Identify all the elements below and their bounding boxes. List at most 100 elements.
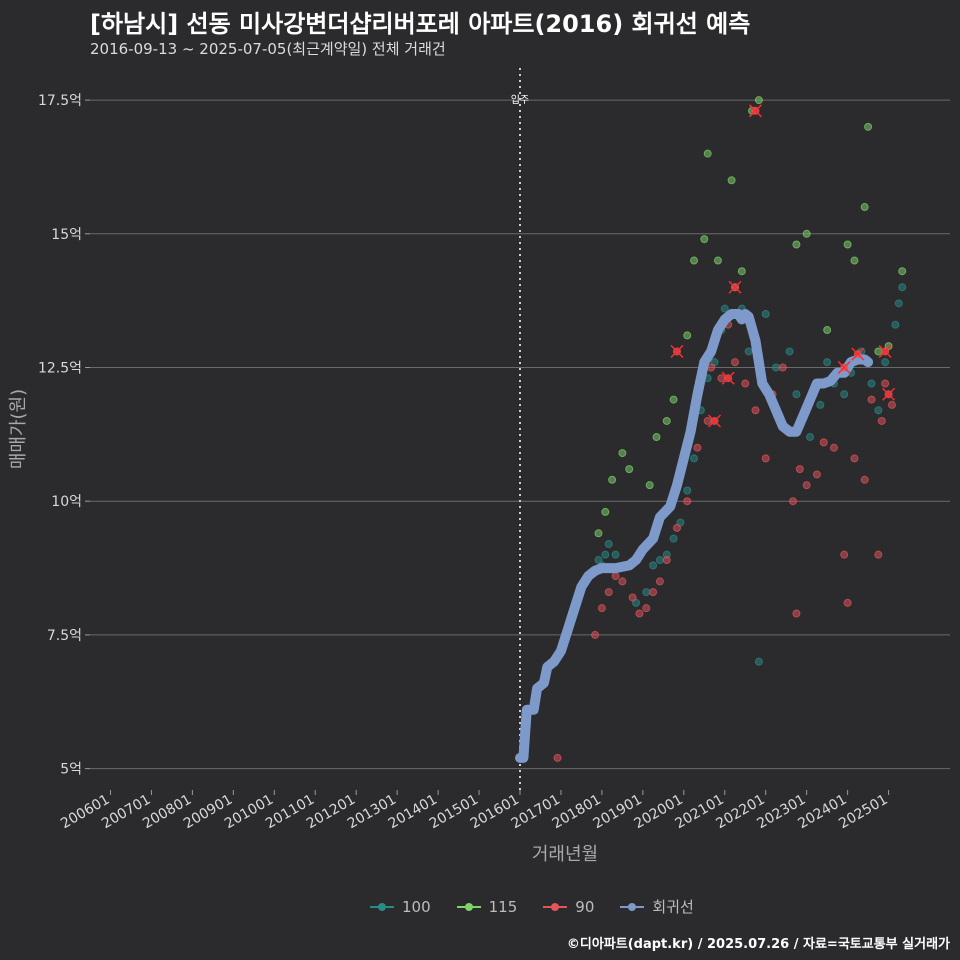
point-100 bbox=[806, 433, 815, 442]
point-90 bbox=[850, 454, 859, 463]
annotation-label: 입주 bbox=[511, 93, 529, 106]
point-115 bbox=[669, 395, 678, 404]
point-90 bbox=[655, 577, 664, 586]
x-axis-title: 거래년월 bbox=[532, 844, 598, 865]
highlight-x-mark bbox=[851, 347, 865, 361]
legend: 100 115 90 회귀선 bbox=[370, 896, 694, 917]
point-90 bbox=[591, 630, 600, 639]
regression-line bbox=[515, 309, 874, 763]
point-90 bbox=[867, 395, 876, 404]
point-90 bbox=[683, 497, 692, 506]
point-90 bbox=[618, 577, 627, 586]
point-115 bbox=[713, 256, 722, 265]
point-100 bbox=[823, 358, 832, 367]
point-100 bbox=[611, 550, 620, 559]
y-axis-title: 매매가(원) bbox=[8, 389, 29, 469]
credit-text: ©디아파트(dapt.kr) / 2025.07.26 / 자료=국토교통부 실… bbox=[566, 937, 950, 952]
point-115 bbox=[662, 416, 671, 425]
point-100 bbox=[891, 320, 900, 329]
point-90 bbox=[761, 454, 770, 463]
point-115 bbox=[703, 149, 712, 158]
point-100 bbox=[601, 550, 610, 559]
point-90 bbox=[672, 523, 681, 532]
legend-label-regression: 회귀선 bbox=[652, 898, 694, 916]
point-90 bbox=[717, 374, 726, 383]
point-90 bbox=[751, 406, 760, 415]
point-115 bbox=[754, 96, 763, 105]
point-115 bbox=[843, 240, 852, 249]
point-115 bbox=[645, 481, 654, 490]
point-90 bbox=[703, 416, 712, 425]
chart-subtitle: 2016-09-13 ~ 2025-07-05(최근계약일) 전체 거래건 bbox=[90, 40, 446, 58]
point-100 bbox=[898, 283, 907, 292]
point-115 bbox=[608, 475, 617, 484]
point-90 bbox=[597, 604, 606, 613]
legend-key-100 bbox=[370, 897, 394, 917]
point-90 bbox=[877, 416, 886, 425]
point-115 bbox=[864, 122, 873, 131]
point-90 bbox=[611, 572, 620, 581]
point-115 bbox=[594, 529, 603, 538]
point-115 bbox=[737, 267, 746, 276]
point-100 bbox=[761, 310, 770, 319]
point-90 bbox=[840, 550, 849, 559]
highlight-x-mark bbox=[837, 360, 851, 375]
point-115 bbox=[792, 240, 801, 249]
point-115 bbox=[652, 433, 661, 442]
point-90 bbox=[628, 593, 637, 602]
point-100 bbox=[744, 347, 753, 356]
point-115 bbox=[823, 326, 832, 335]
point-115 bbox=[618, 449, 627, 458]
y-tick-label: 5억 bbox=[60, 762, 82, 778]
point-115 bbox=[683, 331, 692, 340]
point-100 bbox=[690, 454, 699, 463]
point-115 bbox=[601, 507, 610, 516]
point-90 bbox=[860, 475, 869, 484]
point-90 bbox=[662, 556, 671, 565]
point-100 bbox=[792, 390, 801, 399]
legend-key-90 bbox=[543, 897, 568, 917]
y-tick-label: 12.5억 bbox=[38, 360, 82, 376]
highlight-x-mark bbox=[670, 344, 684, 358]
point-100 bbox=[840, 390, 849, 399]
highlight-x-mark bbox=[721, 371, 735, 385]
point-90 bbox=[874, 550, 883, 559]
point-90 bbox=[792, 609, 801, 618]
point-100 bbox=[816, 400, 825, 409]
point-90 bbox=[795, 465, 804, 474]
highlight-x-mark bbox=[728, 280, 742, 294]
y-tick-label: 7.5억 bbox=[47, 628, 82, 644]
point-90 bbox=[731, 358, 739, 367]
point-100 bbox=[785, 347, 794, 356]
point-100 bbox=[894, 299, 903, 308]
point-90 bbox=[649, 588, 658, 597]
point-90 bbox=[553, 753, 562, 762]
point-100 bbox=[655, 556, 664, 565]
point-100 bbox=[720, 304, 729, 313]
point-90 bbox=[635, 609, 644, 618]
point-100 bbox=[881, 358, 890, 367]
point-100 bbox=[683, 486, 692, 495]
point-100 bbox=[669, 534, 678, 543]
legend-item-regression: 회귀선 bbox=[620, 896, 694, 917]
point-100 bbox=[604, 539, 613, 548]
point-90 bbox=[887, 400, 896, 409]
point-115 bbox=[700, 235, 709, 244]
point-115 bbox=[690, 256, 699, 265]
point-100 bbox=[874, 406, 883, 415]
point-90 bbox=[741, 379, 750, 388]
chart-title: [하남시] 선동 미사강변더샵리버포레 아파트(2016) 회귀선 예측 bbox=[90, 10, 751, 38]
y-tick-label: 10억 bbox=[51, 494, 82, 510]
point-115 bbox=[860, 203, 869, 212]
point-115 bbox=[898, 267, 907, 276]
point-90 bbox=[819, 438, 828, 447]
y-tick-label: 17.5억 bbox=[38, 93, 82, 109]
point-115 bbox=[874, 347, 883, 356]
point-90 bbox=[642, 604, 651, 613]
legend-key-regression bbox=[620, 897, 645, 917]
legend-item-90: 90 bbox=[543, 896, 594, 917]
legend-label-100: 100 bbox=[402, 897, 431, 916]
point-90 bbox=[693, 443, 702, 452]
point-100 bbox=[649, 561, 658, 570]
